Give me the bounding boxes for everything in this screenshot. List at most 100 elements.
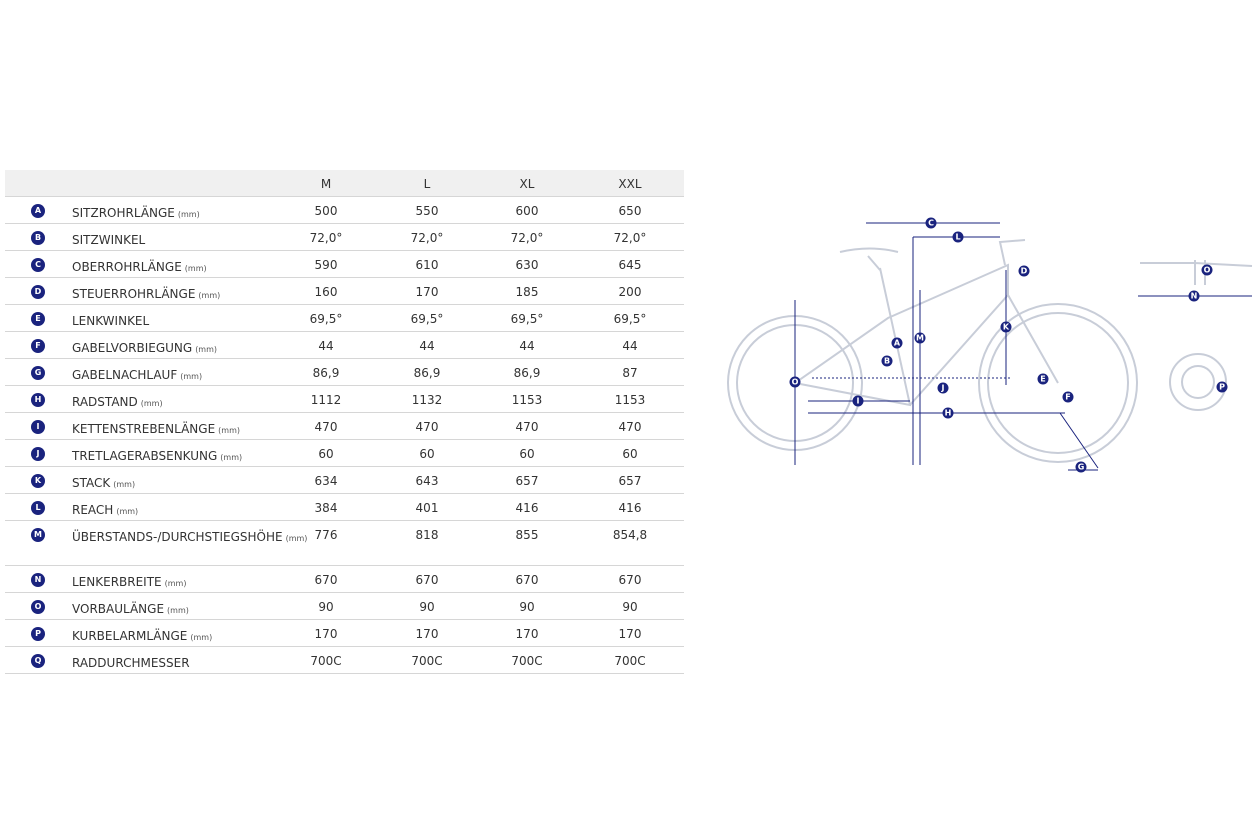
column-header: XL	[519, 177, 535, 191]
value-cell: 87	[622, 366, 638, 380]
value-cell: 90	[519, 600, 535, 614]
parameter-name: ÜBERSTANDS-/DURCHSTIEGSHÖHE	[72, 530, 283, 544]
value-cell: 854,8	[612, 528, 648, 542]
row-label: STACK (mm)	[72, 473, 292, 495]
dimension-lines	[794, 222, 1252, 471]
diagram-label: A	[894, 339, 901, 348]
row-label: VORBAULÄNGE (mm)	[72, 599, 292, 621]
label-badge	[1188, 290, 1200, 302]
value-cell: 1112	[310, 393, 342, 407]
parameter-name: LENKWINKEL	[72, 314, 150, 328]
value-cell: 170	[415, 627, 439, 641]
value-cell: 69,5°	[613, 312, 647, 326]
letter-badge: D	[31, 285, 45, 299]
value-cell: 60	[318, 447, 334, 461]
value-cell: 776	[314, 528, 338, 542]
row-label: KURBELARMLÄNGE (mm)	[72, 626, 292, 648]
value-cell: 700C	[614, 654, 646, 668]
value-cell: 600	[515, 204, 539, 218]
table-row: E LENKWINKEL 69,5° 69,5° 69,5° 69,5°	[5, 305, 684, 332]
letter-badge: G	[31, 366, 45, 380]
value-cell: 470	[415, 420, 439, 434]
value-cell: 60	[519, 447, 535, 461]
row-label: SITZROHRLÄNGE (mm)	[72, 203, 292, 225]
table-row: M ÜBERSTANDS-/DURCHSTIEGSHÖHE (mm) 776 818 85…	[5, 521, 684, 566]
diagram-label: O	[792, 378, 799, 387]
row-label: STEUERROHRLÄNGE (mm)	[72, 284, 292, 306]
letter-badge: E	[31, 312, 45, 326]
parameter-name: GABELNACHLAUF	[72, 368, 178, 382]
label-badge	[925, 217, 937, 229]
parameter-name: TRETLAGERABSENKUNG	[72, 449, 218, 463]
value-cell: 69,5°	[309, 312, 343, 326]
row-label: ÜBERSTANDS-/DURCHSTIEGSHÖHE (mm)	[72, 527, 307, 549]
value-cell: 185	[515, 285, 539, 299]
value-cell: 650	[618, 204, 642, 218]
value-cell: 44	[419, 339, 435, 353]
unit: (mm)	[116, 507, 139, 516]
value-cell: 86,9	[513, 366, 541, 380]
value-cell: 69,5°	[410, 312, 444, 326]
row-label: LENKWINKEL	[72, 311, 292, 331]
unit: (mm)	[190, 633, 213, 642]
value-cell: 670	[618, 573, 642, 587]
value-cell: 670	[314, 573, 338, 587]
unit: (mm)	[184, 264, 207, 273]
unit: (mm)	[218, 426, 240, 435]
label-badge	[914, 332, 926, 344]
row-label: RADDURCHMESSER	[72, 653, 292, 673]
row-label: KETTENSTREBENLÄNGE (mm)	[72, 419, 292, 441]
diagram-label: E	[1040, 375, 1045, 384]
value-cell: 72,0°	[613, 231, 647, 245]
table-row: C OBERROHRLÄNGE (mm) 590 610 630 645	[5, 251, 684, 278]
table-row: H RADSTAND (mm) 1112 1132 1153 1153	[5, 386, 684, 413]
value-cell: 634	[314, 474, 338, 488]
value-cell: 90	[318, 600, 334, 614]
parameter-name: RADSTAND	[72, 395, 138, 409]
value-cell: 590	[314, 258, 338, 272]
value-cell: 90	[419, 600, 435, 614]
diagram-label: G	[1078, 463, 1085, 472]
parameter-name: GABELVORBIEGUNG	[72, 341, 193, 355]
table-row: Q RADDURCHMESSER 700C 700C 700C 700C	[5, 647, 684, 674]
label-badge	[789, 376, 801, 388]
unit: (mm)	[220, 453, 243, 462]
letter-badge: M	[31, 528, 45, 542]
table-row: F GABELVORBIEGUNG (mm) 44 44 44 44	[5, 332, 684, 359]
diagram-label: O	[1204, 266, 1211, 275]
row-label: GABELVORBIEGUNG (mm)	[72, 338, 292, 360]
label-badge	[937, 382, 949, 394]
value-cell: 855	[515, 528, 539, 542]
row-label: GABELNACHLAUF (mm)	[72, 365, 292, 387]
letter-badge: L	[31, 501, 45, 515]
unit: (mm)	[198, 291, 221, 300]
diagram-label: I	[857, 397, 860, 406]
header-row: M L XL XXL	[5, 170, 684, 197]
value-cell: 416	[515, 501, 539, 515]
unit: (mm)	[180, 372, 203, 381]
parameter-name: SITZROHRLÄNGE	[72, 206, 175, 220]
row-label: REACH (mm)	[72, 500, 292, 522]
value-cell: 170	[515, 627, 539, 641]
value-cell: 60	[419, 447, 435, 461]
letter-badge: B	[31, 231, 45, 245]
table-row: O VORBAULÄNGE (mm) 90 90 90 90	[5, 593, 684, 620]
bike-drawing	[727, 239, 1253, 463]
value-cell: 200	[618, 285, 642, 299]
parameter-name: SITZWINKEL	[72, 233, 146, 247]
value-cell: 72,0°	[410, 231, 444, 245]
value-cell: 1153	[511, 393, 543, 407]
value-cell: 86,9	[413, 366, 441, 380]
parameter-name: OBERROHRLÄNGE	[72, 260, 182, 274]
value-cell: 90	[622, 600, 638, 614]
label-badge	[852, 395, 864, 407]
diagram-label: N	[1191, 292, 1198, 301]
label-badge	[1201, 264, 1213, 276]
value-cell: 470	[618, 420, 642, 434]
unit: (mm)	[285, 534, 308, 543]
label-badge	[1062, 391, 1074, 403]
letter-badge: C	[31, 258, 45, 272]
row-label: TRETLAGERABSENKUNG (mm)	[72, 446, 292, 468]
